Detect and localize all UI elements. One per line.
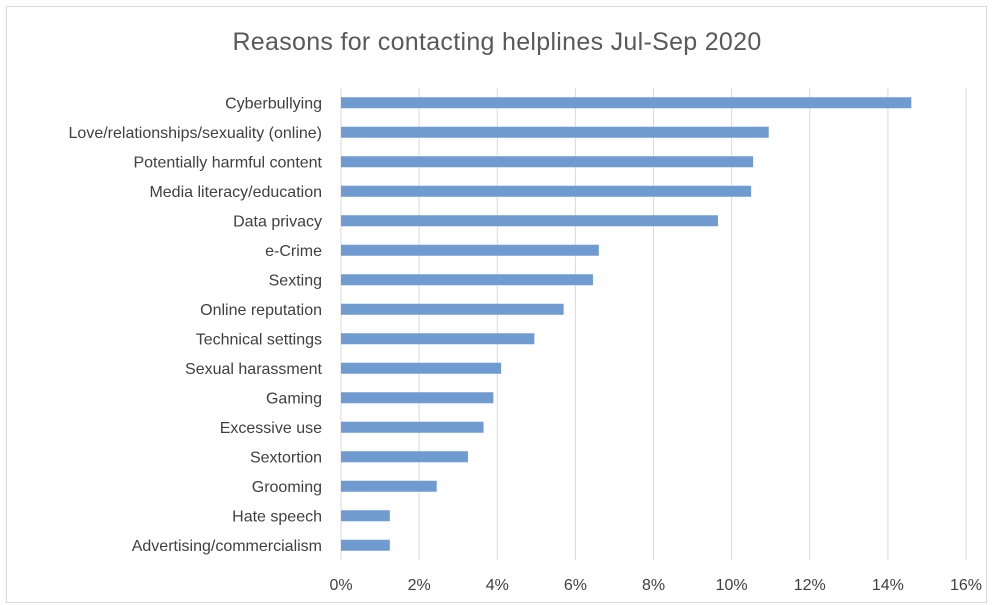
bar bbox=[341, 303, 564, 315]
category-label: Online reputation bbox=[200, 302, 322, 319]
bars bbox=[341, 97, 912, 551]
bar bbox=[341, 510, 390, 522]
x-tick-label: 4% bbox=[486, 577, 509, 594]
x-tick-label: 6% bbox=[564, 577, 587, 594]
category-label: Grooming bbox=[252, 479, 322, 496]
category-label: Media literacy/education bbox=[149, 184, 322, 201]
bar bbox=[341, 392, 494, 404]
x-tick-label: 16% bbox=[950, 577, 982, 594]
category-label: Gaming bbox=[266, 390, 322, 407]
category-label: Cyberbullying bbox=[225, 95, 322, 112]
bar bbox=[341, 97, 912, 109]
bar bbox=[341, 421, 484, 433]
category-label: Technical settings bbox=[196, 331, 322, 348]
x-tick-label: 0% bbox=[329, 577, 352, 594]
bar bbox=[341, 244, 599, 256]
x-tick-label: 10% bbox=[716, 577, 748, 594]
bar bbox=[341, 126, 769, 138]
category-label: Potentially harmful content bbox=[133, 154, 322, 171]
bar bbox=[341, 333, 535, 345]
x-tick-label: 8% bbox=[642, 577, 665, 594]
category-label: Sexual harassment bbox=[185, 361, 323, 378]
category-label: Hate speech bbox=[232, 508, 322, 525]
category-label: Sextortion bbox=[250, 449, 322, 466]
bar bbox=[341, 362, 502, 374]
x-tick-label: 12% bbox=[794, 577, 826, 594]
bar bbox=[341, 480, 437, 492]
x-tick-label: 2% bbox=[408, 577, 431, 594]
x-tick-label: 14% bbox=[872, 577, 904, 594]
x-axis-tick-labels: 0% 2% 4% 6% 8% 10% 12% 14% 16% bbox=[329, 577, 982, 594]
bar bbox=[341, 539, 390, 551]
bar bbox=[341, 274, 593, 286]
bar bbox=[341, 451, 468, 463]
category-label: Data privacy bbox=[233, 213, 322, 230]
category-label: Sexting bbox=[269, 272, 322, 289]
category-label: Love/relationships/sexuality (online) bbox=[69, 125, 322, 142]
category-label: e-Crime bbox=[265, 243, 322, 260]
bar bbox=[341, 215, 718, 227]
category-label: Excessive use bbox=[220, 420, 322, 437]
bar bbox=[341, 156, 754, 168]
bar bbox=[341, 185, 752, 197]
chart-title: Reasons for contacting helplines Jul-Sep… bbox=[232, 28, 762, 56]
category-labels: Cyberbullying Love/relationships/sexualit… bbox=[69, 95, 323, 555]
category-label: Advertising/commercialism bbox=[132, 538, 322, 555]
